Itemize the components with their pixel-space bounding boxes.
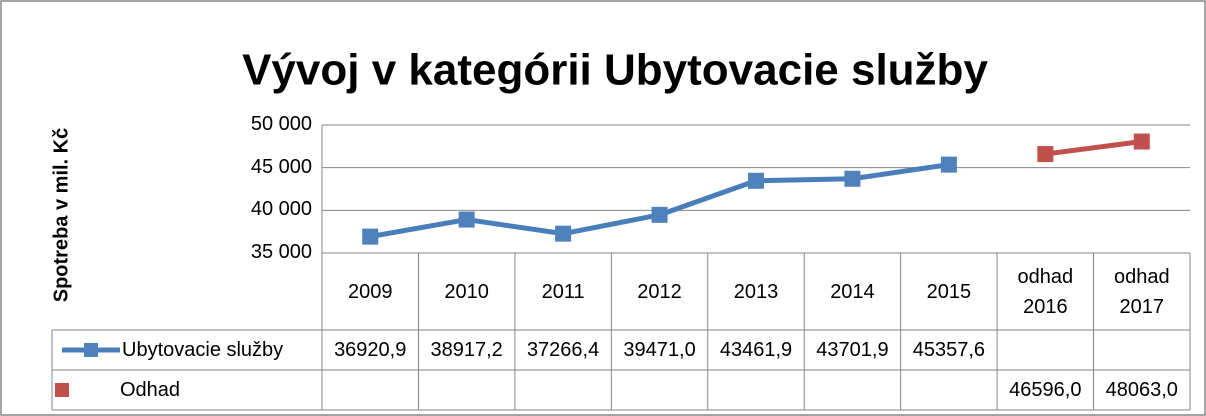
marker xyxy=(458,211,475,228)
y-tick-label: 35 000 xyxy=(250,241,312,263)
x-tick-label: 2013 xyxy=(733,280,779,303)
data-label: 46596,0 xyxy=(1009,379,1082,401)
marker xyxy=(1037,146,1054,163)
legend-label: Odhad xyxy=(120,379,181,401)
marker xyxy=(362,228,379,245)
x-tick-label: 2009 xyxy=(347,280,393,303)
legend-marker xyxy=(84,343,98,357)
data-label: 43461,9 xyxy=(719,339,793,361)
legend-label: Ubytovacie služby xyxy=(122,339,284,361)
marker xyxy=(940,156,957,173)
data-label: 37266,4 xyxy=(526,339,600,361)
marker xyxy=(1133,133,1150,150)
x-tick-label: 2011 xyxy=(541,280,585,303)
x-tick-label: 2015 xyxy=(926,280,972,303)
marker xyxy=(748,172,764,189)
data-label: 39471,0 xyxy=(623,339,696,361)
x-tick-label: 2012 xyxy=(637,280,682,303)
marker xyxy=(651,206,668,223)
x-tick-label: odhad 2016 xyxy=(1017,265,1074,318)
data-label: 48063,0 xyxy=(1105,379,1178,401)
data-label: 36920,9 xyxy=(334,339,407,361)
legend-marker xyxy=(55,383,69,397)
y-tick-label: 40 000 xyxy=(250,198,312,221)
marker xyxy=(844,170,861,187)
y-axis-label: Spotreba v mil. Kč xyxy=(50,128,72,303)
chart-title: Vývoj v kategórii Ubytovacie služby xyxy=(242,46,988,95)
x-tick-label: 2010 xyxy=(444,280,489,303)
x-tick-label: 2014 xyxy=(830,280,875,303)
data-label: 45357,6 xyxy=(912,339,986,361)
data-label: 38917,2 xyxy=(430,339,503,361)
series-line xyxy=(1045,139,1143,157)
data-label: 43701,9 xyxy=(816,339,889,361)
y-tick-label: 45 000 xyxy=(250,155,312,178)
y-tick-label: 50 000 xyxy=(250,113,312,135)
marker xyxy=(555,225,572,242)
x-tick-label: odhad 2017 xyxy=(1113,265,1170,318)
